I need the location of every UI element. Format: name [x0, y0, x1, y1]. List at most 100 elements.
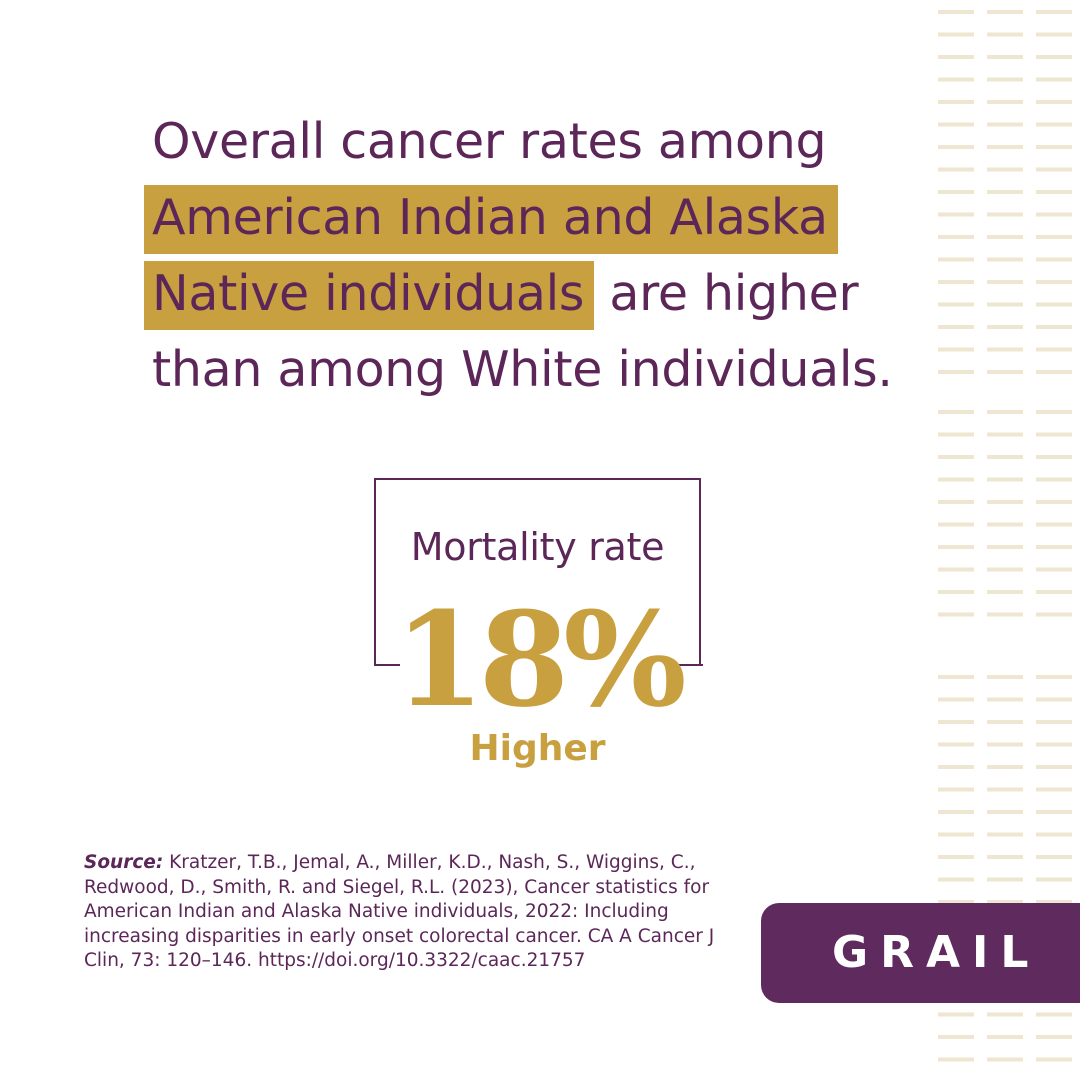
stripe-dash: [938, 190, 974, 194]
headline-highlight-2: Native individuals: [144, 261, 595, 330]
stripe-dash: [987, 720, 1023, 724]
stripe-dash: [1036, 302, 1072, 307]
stripe-dash: [1036, 545, 1072, 549]
stripe-dash: [938, 145, 974, 149]
stripe-dash: [987, 675, 1023, 679]
stripe-dash: [987, 167, 1023, 172]
stripe-dash: [987, 190, 1023, 194]
stripe-dash: [987, 810, 1023, 814]
stripe-dash: [987, 612, 1023, 617]
stripe-dash: [987, 742, 1023, 747]
stripe-dash: [938, 347, 974, 352]
stripe-dash: [987, 145, 1023, 149]
stripe-dash: [1036, 500, 1072, 504]
stripe-dash: [1036, 522, 1072, 527]
stripe-dash: [1036, 190, 1072, 194]
stripe-dash: [1036, 675, 1072, 679]
stripe-dash: [1036, 787, 1072, 792]
stripe-dash: [938, 432, 974, 437]
stripe-dash: [1036, 370, 1072, 374]
stripe-dash: [1036, 1012, 1072, 1017]
stripe-dash: [987, 765, 1023, 769]
stripe-dash: [987, 787, 1023, 792]
stripe-dash: [1036, 212, 1072, 217]
stripe-dash: [938, 32, 974, 37]
stripe-dash: [987, 697, 1023, 702]
source-citation: Source: Kratzer, T.B., Jemal, A., Miller…: [84, 851, 734, 974]
stripe-dash: [987, 410, 1023, 414]
source-label: Source:: [84, 852, 164, 873]
stripe-dash: [938, 810, 974, 814]
stripe-dash: [938, 1057, 974, 1062]
stripe-dash: [938, 410, 974, 414]
stripe-dash: [1036, 765, 1072, 769]
headline-line-2: American Indian and Alaska: [144, 180, 932, 256]
stripe-dash: [1036, 432, 1072, 437]
stripe-dash: [938, 55, 974, 59]
stat-subtitle: Higher: [469, 728, 606, 769]
stripe-dash: [987, 877, 1023, 882]
stripe-dash: [1036, 257, 1072, 262]
stripe-dash: [987, 10, 1023, 14]
stripe-dash: [1036, 855, 1072, 859]
stat-frame-tick-right: [677, 664, 703, 666]
stripe-dash: [1036, 347, 1072, 352]
stripe-dash: [1036, 877, 1072, 882]
stripe-dash: [938, 567, 974, 572]
stripe-dash: [938, 280, 974, 284]
stripe-dash: [938, 10, 974, 14]
stripe-dash: [987, 325, 1023, 329]
logo-background: [761, 903, 1080, 1003]
stripe-dash: [938, 675, 974, 679]
stripe-dash: [938, 855, 974, 859]
stripe-dash: [987, 212, 1023, 217]
headline-line-3-rest: are higher: [594, 265, 859, 322]
headline-highlight-1: American Indian and Alaska: [144, 185, 838, 254]
stripe-dash: [987, 257, 1023, 262]
stripe-dash: [987, 500, 1023, 504]
stripe-dash: [938, 212, 974, 217]
stripe-dash: [987, 55, 1023, 59]
stripe-dash: [1036, 280, 1072, 284]
stripe-dash: [987, 477, 1023, 482]
stripe-dash: [1036, 612, 1072, 617]
stat-value: 18%: [394, 583, 686, 736]
stripe-dash: [987, 855, 1023, 859]
stripe-dash: [987, 347, 1023, 352]
stripe-dash: [987, 1057, 1023, 1062]
stripe-dash: [987, 832, 1023, 837]
stripe-dash: [987, 32, 1023, 37]
stripe-dash: [1036, 55, 1072, 59]
stripe-dash: [1036, 697, 1072, 702]
stripe-dash: [1036, 832, 1072, 837]
stripe-dash: [987, 522, 1023, 527]
stripe-dash: [938, 765, 974, 769]
stripe-dash: [938, 522, 974, 527]
stripe-dash: [938, 122, 974, 127]
stripe-dash: [987, 590, 1023, 594]
stat-label: Mortality rate: [410, 525, 665, 569]
stripe-dash: [938, 325, 974, 329]
stripe-dash: [1036, 32, 1072, 37]
stripe-dash: [938, 590, 974, 594]
stripe-dash: [1036, 720, 1072, 724]
stripe-dash: [987, 900, 1023, 904]
stripe-dash: [987, 1012, 1023, 1017]
headline: Overall cancer rates among American Indi…: [144, 104, 932, 408]
stripe-dash: [1036, 325, 1072, 329]
stat-frame: [374, 478, 701, 666]
headline-line-3: Native individuals are higher: [144, 256, 932, 332]
headline-line-1: Overall cancer rates among: [152, 113, 827, 170]
stripe-dash: [938, 167, 974, 172]
stripe-dash: [1036, 477, 1072, 482]
stripe-dash: [938, 302, 974, 307]
stripe-dash: [1036, 455, 1072, 459]
stripe-dash: [938, 832, 974, 837]
source-text: Kratzer, T.B., Jemal, A., Miller, K.D., …: [84, 852, 715, 971]
stripe-dash: [938, 257, 974, 262]
stripe-dash: [1036, 810, 1072, 814]
stripe-dash: [1036, 1035, 1072, 1039]
stat-frame-tick-left: [374, 664, 400, 666]
stripe-dash: [1036, 1057, 1072, 1062]
stripe-dash: [987, 567, 1023, 572]
